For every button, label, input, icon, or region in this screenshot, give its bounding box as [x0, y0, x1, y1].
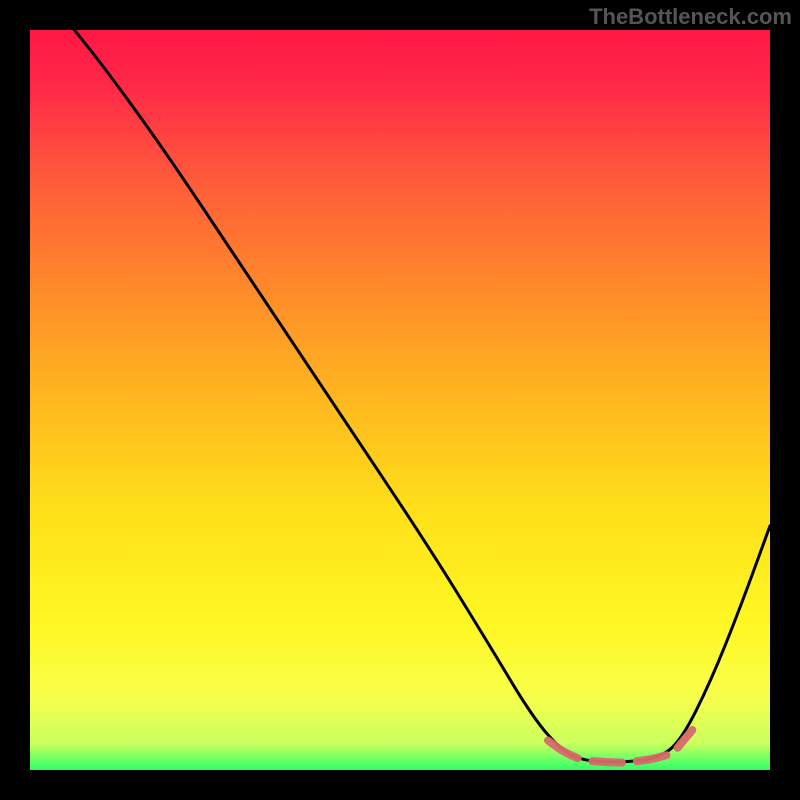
bottleneck-chart	[0, 0, 800, 800]
attribution-label: TheBottleneck.com	[589, 4, 792, 30]
highlight-segment-1	[592, 761, 622, 762]
chart-gradient-plot	[30, 30, 770, 770]
chart-container: TheBottleneck.com	[0, 0, 800, 800]
